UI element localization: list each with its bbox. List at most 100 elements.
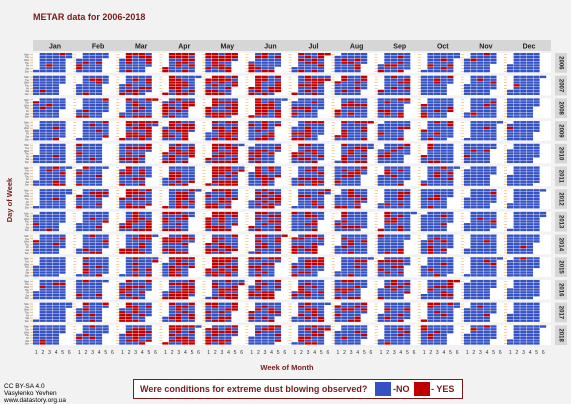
cell-2014-apr-1 bbox=[162, 237, 169, 240]
cell-2018-oct-8 bbox=[427, 325, 434, 328]
cell-2011-feb-18 bbox=[89, 177, 96, 181]
cell-2008-jan-29 bbox=[59, 101, 66, 104]
cell-2011-dec-20 bbox=[526, 169, 533, 172]
cell-2008-oct-5 bbox=[420, 115, 428, 118]
cell-2013-mar-26 bbox=[145, 214, 152, 218]
cell-2011-dec-22 bbox=[526, 174, 533, 178]
cell-2014-oct-13 bbox=[434, 234, 441, 237]
cell-2013-jul-29 bbox=[317, 211, 325, 215]
cell-2015-nov-2 bbox=[470, 257, 477, 260]
cell-2011-may-26 bbox=[231, 174, 238, 178]
cell-2016-jul-12 bbox=[304, 282, 311, 286]
cell-2006-jul-17 bbox=[311, 53, 318, 56]
cell-2014-mar-30 bbox=[145, 251, 152, 254]
day-label-thu-2009: Thu bbox=[25, 130, 30, 133]
cell-2009-sep-26 bbox=[397, 135, 404, 138]
cell-2007-oct-4 bbox=[420, 84, 428, 87]
cell-2008-aug-31 bbox=[361, 115, 368, 118]
cell-2014-sep-29 bbox=[404, 234, 411, 237]
cell-2006-dec-20 bbox=[526, 58, 533, 62]
cell-2018-jun-13 bbox=[261, 330, 268, 334]
cell-2014-aug-11 bbox=[347, 234, 355, 237]
cell-2018-jan-13 bbox=[39, 339, 46, 342]
cell-2006-jan-9 bbox=[46, 53, 53, 56]
cell-2011-jul-7 bbox=[298, 174, 305, 178]
cell-2016-feb-14 bbox=[82, 296, 89, 300]
cell-2011-aug-12 bbox=[341, 177, 348, 181]
cell-2018-aug-25 bbox=[354, 339, 361, 342]
cell-2009-aug-11 bbox=[347, 123, 355, 127]
cell-2012-oct-17 bbox=[434, 194, 441, 198]
cell-2018-mar-7 bbox=[125, 330, 132, 334]
cell-2011-nov-30 bbox=[490, 172, 497, 175]
cell-2013-apr-26 bbox=[182, 223, 189, 226]
cell-2015-dec-18 bbox=[520, 268, 527, 271]
cell-2013-sep-3 bbox=[384, 214, 391, 218]
cell-2016-oct-23 bbox=[440, 296, 447, 300]
cell-2013-nov-22 bbox=[483, 223, 490, 226]
cell-2014-mar-14 bbox=[132, 245, 139, 249]
cell-2017-aug-8 bbox=[341, 305, 348, 308]
day-label-mon-2007: Mon bbox=[24, 76, 29, 79]
cell-2008-aug-29 bbox=[361, 109, 368, 113]
cell-2010-nov-8 bbox=[470, 143, 477, 147]
cell-2011-sep-1 bbox=[377, 174, 384, 178]
cell-2014-may-3 bbox=[205, 248, 212, 252]
cell-2017-dec-8 bbox=[513, 313, 520, 317]
cell-2015-mar-7 bbox=[125, 271, 132, 274]
cell-2016-nov-16 bbox=[477, 285, 484, 288]
cell-2010-apr-28 bbox=[188, 149, 195, 152]
cell-2006-jun-2 bbox=[248, 64, 255, 67]
cell-2009-apr-12 bbox=[168, 137, 176, 141]
cell-2008-jul-20 bbox=[304, 115, 311, 118]
cell-2008-feb-17 bbox=[89, 115, 96, 118]
cell-2007-sep-29 bbox=[404, 89, 411, 93]
cell-2015-aug-30 bbox=[361, 274, 368, 277]
cell-2016-feb-6 bbox=[76, 293, 83, 297]
cell-2014-jun-12 bbox=[261, 242, 268, 246]
cell-2017-may-23 bbox=[225, 305, 232, 308]
cell-2017-may-19 bbox=[218, 313, 225, 317]
cell-2013-may-25 bbox=[225, 225, 232, 229]
cell-2017-nov-4 bbox=[463, 316, 471, 320]
cell-2018-jan-9 bbox=[39, 328, 46, 331]
cell-2010-sep-3 bbox=[377, 155, 384, 158]
cell-2015-oct-28 bbox=[447, 262, 454, 266]
cell-2012-nov-25 bbox=[483, 206, 490, 209]
cell-2013-jan-16 bbox=[46, 217, 53, 220]
cell-2007-apr-4 bbox=[168, 81, 176, 84]
cell-2015-nov-6 bbox=[470, 268, 477, 271]
day-label-sat-2013: Sat bbox=[25, 226, 29, 229]
day-label-tue-2009: Tue bbox=[25, 124, 30, 127]
cell-2016-mar-13 bbox=[125, 296, 132, 300]
cell-2012-feb-16 bbox=[89, 197, 96, 201]
cell-2007-nov-17 bbox=[477, 89, 484, 93]
cell-2014-feb-6 bbox=[82, 242, 89, 246]
cell-2015-jan-14 bbox=[46, 262, 53, 266]
cell-2014-mar-16 bbox=[132, 251, 139, 254]
cell-2014-apr-30 bbox=[188, 240, 195, 243]
day-label-thu-2011: Thu bbox=[25, 175, 30, 178]
cell-2009-mar-31 bbox=[152, 123, 159, 127]
cell-2013-sep-10 bbox=[390, 214, 398, 218]
cell-2013-dec-2 bbox=[513, 211, 520, 215]
cell-2007-jul-5 bbox=[298, 84, 305, 87]
cell-2009-may-16 bbox=[218, 135, 225, 138]
cell-2009-feb-3 bbox=[82, 123, 89, 127]
cell-2009-jul-3 bbox=[291, 132, 298, 135]
cell-2010-apr-9 bbox=[168, 155, 176, 158]
cell-2018-apr-29 bbox=[188, 342, 195, 345]
cell-2012-jan-19 bbox=[52, 197, 59, 201]
cell-2015-oct-26 bbox=[447, 257, 454, 260]
cell-2009-jan-10 bbox=[39, 135, 46, 138]
cell-2012-mar-11 bbox=[125, 206, 132, 209]
cell-2010-jul-29 bbox=[317, 152, 325, 155]
cell-2006-feb-18 bbox=[89, 67, 96, 70]
cell-2016-mar-5 bbox=[119, 293, 126, 297]
cell-2006-jan-18 bbox=[52, 58, 59, 62]
cell-2008-feb-27 bbox=[102, 104, 109, 107]
year-label-2015: 2015 bbox=[557, 260, 563, 274]
cell-2017-apr-23 bbox=[182, 319, 189, 322]
cell-2007-mar-29 bbox=[145, 84, 152, 87]
cell-2006-oct-20 bbox=[440, 64, 447, 67]
